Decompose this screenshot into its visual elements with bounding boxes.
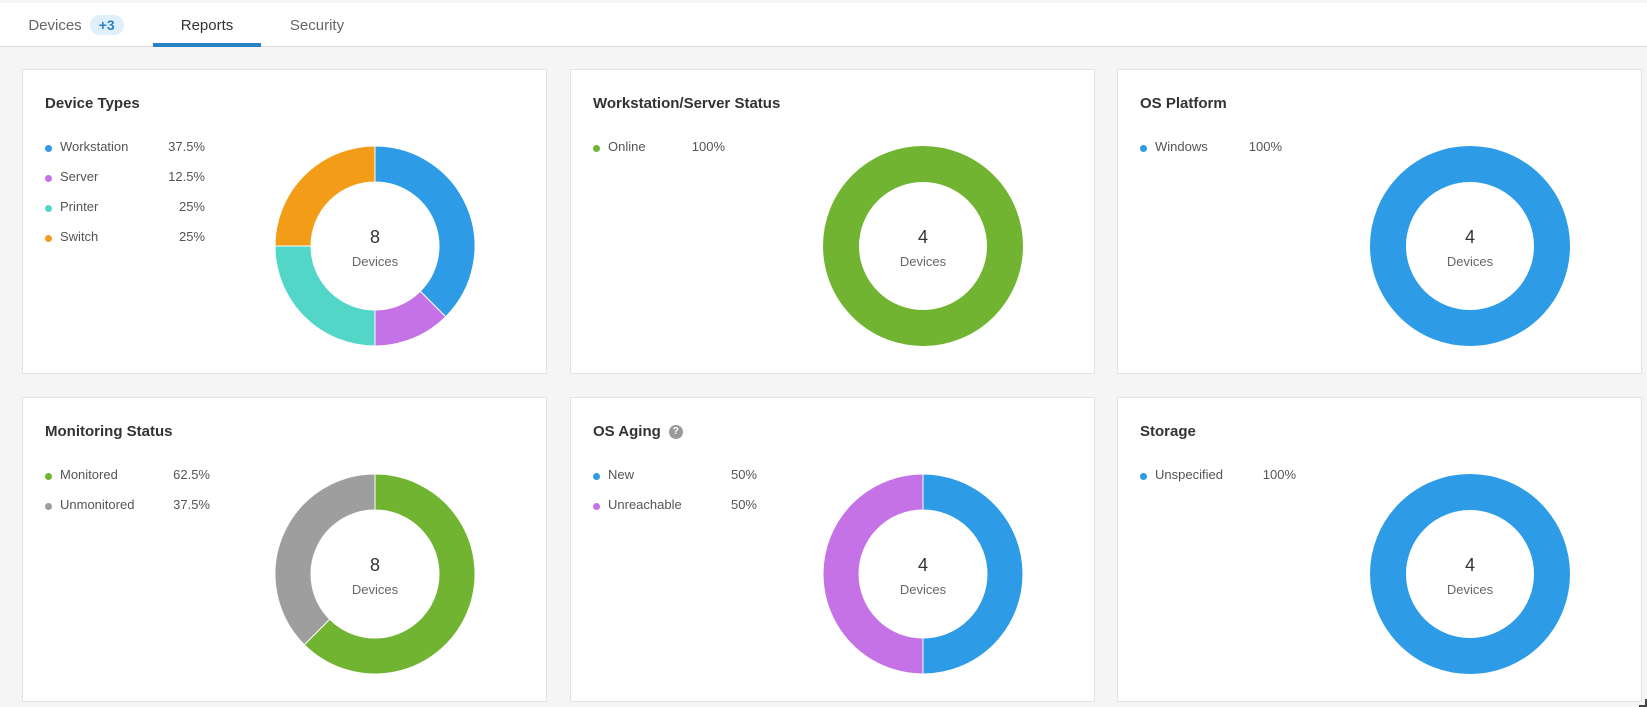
center-total: 8 — [370, 227, 380, 247]
legend-percent: 37.5% — [168, 139, 205, 154]
center-total: 4 — [1465, 227, 1475, 247]
tab-security-label: Security — [289, 16, 345, 34]
donut-slices — [275, 146, 475, 346]
help-icon[interactable]: ? — [668, 424, 683, 439]
center-sub-label: Devices — [900, 582, 947, 597]
card-storage: Storage Unspecified 100% 4 Devices — [1117, 397, 1642, 702]
tab-reports-label: Reports — [180, 16, 234, 34]
legend-percent: 50% — [730, 467, 757, 482]
donut-slice-windows[interactable] — [1370, 146, 1570, 346]
legend-label: Printer — [60, 199, 99, 214]
donut-slice-switch[interactable] — [275, 146, 376, 247]
card-os-platform: OS Platform Windows 100% 4 Devices — [1117, 69, 1642, 374]
tab-devices[interactable]: Devices +3 — [22, 3, 130, 47]
legend-percent: 62.5% — [173, 467, 210, 482]
legend-label: Online — [608, 139, 646, 154]
donut-slices — [823, 474, 1023, 674]
legend-dot — [45, 145, 52, 152]
card-title: Monitoring Status — [45, 423, 173, 440]
donut-slice-unmonitored[interactable] — [275, 474, 376, 646]
center-total: 4 — [1465, 555, 1475, 575]
card-title-text: Monitoring Status — [45, 423, 173, 440]
card-monitoring-status: Monitoring Status Monitored 62.5% Unmoni… — [22, 397, 547, 702]
resize-corner-icon — [1639, 699, 1647, 707]
legend-label: Switch — [60, 229, 99, 244]
legend-dot — [1140, 473, 1147, 480]
legend-percent: 12.5% — [168, 169, 205, 184]
donut-slice-server[interactable] — [374, 290, 447, 346]
legend-dot — [45, 235, 52, 242]
donut-chart[interactable]: 4 Devices — [823, 474, 1023, 674]
card-title-text: Device Types — [45, 95, 140, 112]
donut-chart[interactable]: 4 Devices — [1370, 146, 1570, 346]
legend-dot — [593, 473, 600, 480]
center-total: 8 — [370, 555, 380, 575]
donut-chart[interactable]: 4 Devices — [823, 146, 1023, 346]
card-title-text: OS Platform — [1140, 95, 1227, 112]
tab-devices-label: Devices — [28, 16, 82, 34]
legend-label: Monitored — [60, 467, 118, 482]
legend-dot — [45, 503, 52, 510]
center-sub-label: Devices — [352, 254, 399, 269]
legend-percent: 37.5% — [173, 497, 210, 512]
donut-slice-monitored[interactable] — [303, 474, 475, 674]
legend-label: New — [608, 467, 635, 482]
legend-label: Server — [60, 169, 99, 184]
legend-dot — [593, 145, 600, 152]
card-title-text: Storage — [1140, 423, 1196, 440]
donut-slices — [1370, 474, 1570, 674]
donut-chart[interactable]: 4 Devices — [1370, 474, 1570, 674]
center-total: 4 — [918, 555, 928, 575]
legend-label: Workstation — [60, 139, 129, 154]
devices-count-badge: +3 — [89, 15, 124, 35]
card-title-text: Workstation/Server Status — [593, 95, 781, 112]
legend-percent: 25% — [178, 199, 205, 214]
donut-slices — [1370, 146, 1570, 346]
donut-slice-unspecified[interactable] — [1370, 474, 1570, 674]
card-title: Workstation/Server Status — [593, 95, 780, 112]
legend-percent: 100% — [1262, 467, 1296, 482]
card-title: OS Platform — [1140, 95, 1227, 112]
donut-slices — [275, 474, 475, 674]
card-title: Storage — [1140, 423, 1196, 440]
legend-dot — [593, 503, 600, 510]
legend-dot — [45, 175, 52, 182]
legend-percent: 100% — [691, 139, 725, 154]
legend-dot — [45, 205, 52, 212]
card-title-text: OS Aging — [593, 423, 661, 440]
legend-label: Unspecified — [1155, 467, 1223, 482]
tab-security[interactable]: Security — [268, 3, 366, 47]
center-sub-label: Devices — [352, 582, 399, 597]
center-sub-label: Devices — [900, 254, 947, 269]
legend-label: Windows — [1155, 139, 1208, 154]
card-workstation-server-status: Workstation/Server Status Online 100% 4 … — [570, 69, 1095, 374]
legend-percent: 25% — [178, 229, 205, 244]
donut-chart[interactable]: 8 Devices — [275, 146, 475, 346]
legend-dot — [1140, 145, 1147, 152]
card-title: Device Types — [45, 95, 140, 112]
donut-slices — [823, 146, 1023, 346]
legend-percent: 50% — [730, 497, 757, 512]
legend-dot — [45, 473, 52, 480]
card-device-types: Device Types Workstation 37.5% Server 12… — [22, 69, 547, 374]
center-sub-label: Devices — [1447, 254, 1494, 269]
card-os-aging: OS Aging ? New 50% Unreachable 50% 4 Dev… — [570, 397, 1095, 702]
tab-bar: Devices +3 Reports Security — [0, 3, 1647, 47]
donut-chart[interactable]: 8 Devices — [275, 474, 475, 674]
legend-label: Unmonitored — [60, 497, 135, 512]
card-title: OS Aging ? — [593, 423, 683, 440]
legend-label: Unreachable — [608, 497, 682, 512]
center-total: 4 — [918, 227, 928, 247]
tab-reports[interactable]: Reports — [153, 3, 261, 47]
donut-slice-unreachable[interactable] — [823, 474, 924, 674]
legend-percent: 100% — [1248, 139, 1282, 154]
donut-slice-workstation[interactable] — [374, 146, 475, 318]
donut-slice-new[interactable] — [922, 474, 1023, 674]
center-sub-label: Devices — [1447, 582, 1494, 597]
donut-slice-online[interactable] — [823, 146, 1023, 346]
